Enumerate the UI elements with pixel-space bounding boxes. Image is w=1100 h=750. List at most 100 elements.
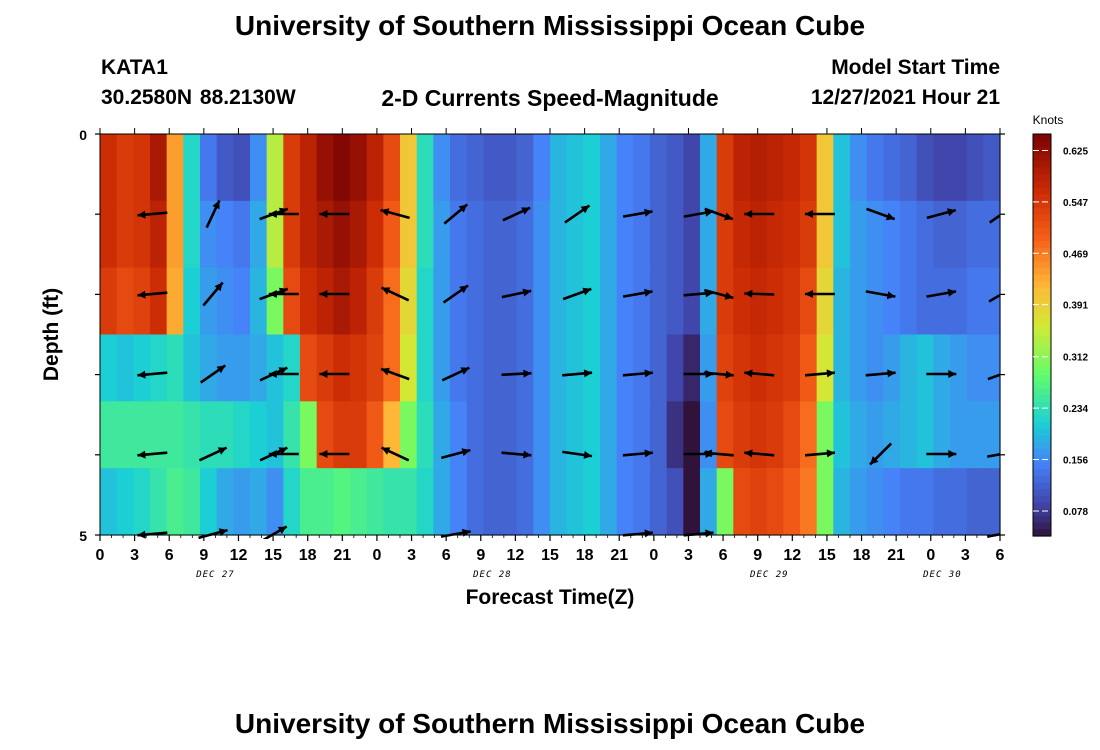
heatmap-cell (483, 468, 501, 536)
heatmap-cell (600, 468, 618, 536)
heatmap-cell (516, 468, 534, 536)
current-arrow-head (381, 447, 391, 455)
colorbar-segment (1033, 495, 1051, 504)
heatmap-cell (983, 468, 1001, 536)
heatmap-cell (350, 468, 368, 536)
heatmap-cell (583, 200, 601, 269)
heatmap-cell (500, 134, 518, 202)
heatmap-cell (183, 334, 201, 402)
heatmap-cell (233, 267, 251, 336)
current-arrow-head (521, 207, 531, 215)
current-arrow (562, 450, 593, 459)
current-arrow (198, 446, 228, 462)
x-tick-label: 15 (818, 547, 836, 564)
colorbar-segment (1033, 247, 1051, 256)
current-arrow (926, 370, 957, 378)
colorbar-segment (1033, 348, 1051, 356)
heatmap-cell (633, 468, 651, 536)
current-arrow-head (744, 369, 753, 378)
heatmap-cell (783, 468, 801, 536)
heatmap-cell (533, 334, 551, 402)
heatmap-cell (316, 200, 334, 269)
current-arrow-head (459, 285, 469, 294)
heatmap-cell (783, 267, 801, 336)
heatmap-cell (300, 334, 318, 402)
x-tick-label: 21 (610, 547, 628, 564)
current-arrow (380, 446, 410, 462)
current-arrow-head (319, 370, 328, 378)
current-arrow-head (885, 212, 895, 221)
heatmap-cell (883, 401, 901, 469)
heatmap-cell (583, 267, 601, 336)
heatmap-cell (183, 200, 201, 269)
current-arrow-head (462, 528, 471, 537)
heatmap-cell (816, 468, 834, 536)
date-label: DEC 29 (749, 570, 789, 580)
heatmap-cell (350, 200, 368, 269)
colorbar-segment (1033, 469, 1051, 477)
colorbar-tick-label: 0.391 (1063, 301, 1088, 312)
colorbar-segment (1033, 442, 1051, 450)
current-arrow (703, 288, 734, 300)
colorbar-segment (1033, 341, 1051, 349)
heatmap-cell (233, 401, 251, 469)
heatmap-cell (283, 200, 301, 269)
current-arrow (987, 368, 1016, 381)
current-arrow (441, 366, 470, 382)
colorbar-segment (1033, 475, 1051, 483)
x-tick-label: 3 (130, 547, 139, 564)
heatmap-cell (783, 200, 801, 269)
current-arrow (501, 450, 532, 459)
heatmap-cell (100, 267, 118, 336)
current-arrow (443, 203, 469, 225)
heatmap-cell (983, 134, 1001, 202)
heatmap-cell (483, 134, 501, 202)
heatmap-cell (983, 267, 1001, 336)
heatmap-cell (116, 267, 134, 336)
current-arrow-head (1006, 287, 1015, 295)
heatmap-cell (616, 134, 634, 202)
heatmap-cell (783, 401, 801, 469)
x-axis-label: Forecast Time(Z) (466, 586, 635, 609)
heatmap-cell (916, 401, 934, 469)
heatmap-cell (383, 334, 401, 402)
heatmap-cell (516, 334, 534, 402)
current-arrow (703, 370, 734, 379)
colorbar-segment (1033, 221, 1051, 229)
colorbar-segment (1033, 140, 1051, 148)
heatmap-cell (516, 134, 534, 202)
heatmap-cell (283, 334, 301, 402)
current-arrow (744, 210, 775, 218)
heatmap-cell (866, 401, 884, 469)
heatmap-cell (833, 468, 851, 536)
current-arrow (319, 210, 350, 218)
heatmap-cell (366, 200, 384, 269)
heatmap-cell (833, 334, 851, 402)
current-arrow-head (1007, 368, 1016, 376)
heatmap-cell (683, 200, 701, 269)
heatmap-cell (450, 468, 468, 536)
colorbar-segment (1033, 314, 1051, 323)
heatmap-cell (850, 200, 868, 269)
current-arrow (501, 288, 532, 299)
heatmap-cell (466, 134, 484, 202)
colorbar-segment (1033, 134, 1051, 142)
heatmap-cell (266, 200, 284, 269)
x-tick-label: 3 (961, 547, 970, 564)
y-tick-label: 0 (79, 127, 87, 143)
date-label: DEC 30 (922, 570, 962, 580)
heatmap-cell (933, 134, 951, 202)
heatmap-cell (716, 267, 734, 336)
heatmap-cell (916, 267, 934, 336)
heatmap-cell (200, 334, 218, 402)
heatmap-cell (933, 401, 951, 469)
heatmap-cell (650, 200, 668, 269)
heatmap-cell (433, 200, 451, 269)
colorbar-segment (1033, 294, 1051, 303)
heatmap-cell (733, 134, 751, 202)
heatmap-cell (383, 134, 401, 202)
heatmap-cell (116, 401, 134, 469)
heatmap-cell (200, 267, 218, 336)
heatmap-cell (183, 401, 201, 469)
colorbar-tick-label: 0.234 (1063, 404, 1088, 415)
